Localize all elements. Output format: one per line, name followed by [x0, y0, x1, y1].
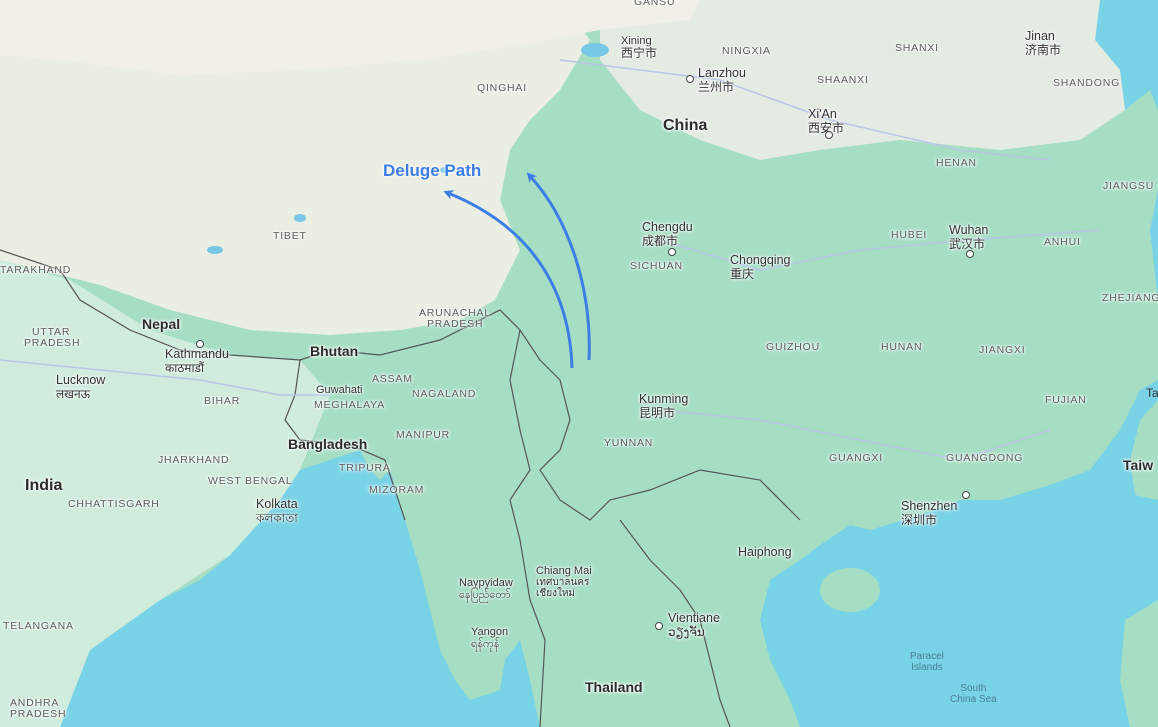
city-marker[interactable] [686, 75, 694, 83]
province-label-manipur: MANIPUR [396, 429, 451, 441]
city-label-jinan: Jinan 济南市 [1025, 29, 1062, 57]
city-label-haiphong: Haiphong [738, 545, 792, 559]
province-label-hubei: HUBEI [891, 229, 928, 241]
plateau-lake [294, 214, 306, 222]
road [659, 409, 1051, 461]
city-label-vientiane: Vientiane ວຽງຈັນ [668, 611, 720, 639]
city-label-kathmandu: Kathmandu काठमाडौं [165, 347, 229, 375]
province-label-tibet: TIBET [273, 230, 307, 242]
city-label-yangon: Yangon ရန်ကုန် [471, 626, 509, 651]
city-label-chiang-mai: Chiang Mai เทศบาลนคร เชียงใหม่ [536, 565, 592, 600]
deluge-arrow-east [526, 172, 591, 361]
province-label-andhra: PRADESH [10, 708, 67, 720]
province-label-guangxi: GUANGXI [829, 452, 884, 464]
city-marker[interactable] [668, 248, 676, 256]
province-label-qinghai: QINGHAI [477, 82, 527, 94]
north-china-region [600, 0, 1125, 160]
city-label-guwahati: Guwahati [316, 384, 363, 396]
province-label-henan: HENAN [936, 157, 977, 169]
province-label-arunachal: ARUNACHAL [419, 307, 491, 319]
province-label-assam: ASSAM [372, 373, 413, 385]
country-label-bangladesh: Bangladesh [288, 436, 368, 452]
water-label-paracel: Paracel Islands [910, 651, 944, 673]
province-label-west-bengal: WEST BENGAL [208, 475, 293, 487]
province-label-chhattisgarh: CHHATTISGARH [68, 498, 160, 510]
province-label-uttar-pradesh: PRADESH [24, 337, 81, 349]
province-label-hunan: HUNAN [881, 341, 923, 353]
city-marker[interactable] [825, 131, 833, 139]
city-label-wuhan: Wuhan 武汉市 [949, 223, 989, 251]
city-marker[interactable] [962, 491, 970, 499]
province-label-shaanxi: SHAANXI [817, 74, 869, 86]
taiwan-island [1130, 400, 1158, 500]
border-line [619, 519, 731, 727]
province-label-andhra: ANDHRA [10, 697, 60, 709]
province-label-uttarakhand: TARAKHAND [0, 264, 72, 276]
province-label-guizhou: GUIZHOU [766, 341, 821, 353]
plateau-lake [440, 167, 450, 173]
province-label-bihar: BIHAR [204, 395, 241, 407]
province-label-anhui: ANHUI [1044, 236, 1081, 248]
province-label-zhejiang: ZHEJIANG [1102, 292, 1158, 304]
province-label-shanxi: SHANXI [895, 42, 939, 54]
city-label-chengdu: Chengdu 成都市 [642, 220, 693, 248]
city-label-kolkata: Kolkata কলকাতা [256, 497, 298, 525]
province-label-fujian: FUJIAN [1045, 394, 1087, 406]
city-label-lanzhou: Lanzhou 兰州市 [698, 66, 746, 94]
road [0, 359, 330, 396]
province-label-jiangxi: JIANGXI [979, 344, 1026, 356]
border-line [509, 329, 546, 727]
province-label-ningxia: NINGXIA [722, 45, 771, 57]
province-label-nagaland: NAGALAND [412, 388, 477, 400]
border-line [284, 359, 406, 521]
city-label-xining: Xining 西宁市 [621, 35, 658, 61]
country-label-bhutan: Bhutan [310, 343, 359, 359]
province-label-guangdong: GUANGDONG [946, 452, 1024, 464]
water-label-taiwan-edge: Ta [1146, 386, 1158, 400]
country-label-thailand: Thailand [585, 679, 643, 695]
city-label-chongqing: Chongqing 重庆 [730, 253, 791, 281]
province-label-gansu: GANSU [634, 0, 676, 8]
water-label-south-china-sea: South China Sea [950, 683, 997, 705]
province-label-jharkhand: JHARKHAND [158, 454, 230, 466]
plateau-region [0, 0, 590, 335]
deluge-arrow-west [443, 190, 574, 369]
country-label-china: China [663, 117, 708, 134]
province-label-jiangsu: JIANGSU [1103, 180, 1155, 192]
province-label-tripura: TRIPURA [339, 462, 391, 474]
road [559, 59, 1051, 161]
province-label-arunachal: PRADESH [427, 318, 484, 330]
india-plains [0, 260, 330, 727]
country-label-taiwan: Taiw [1123, 457, 1154, 473]
country-label-nepal: Nepal [142, 316, 181, 332]
city-marker[interactable] [655, 622, 663, 630]
desert-region [0, 0, 700, 75]
border-line [0, 249, 801, 521]
city-marker[interactable] [196, 340, 204, 348]
province-label-mizoram: MIZORAM [369, 484, 425, 496]
city-label-lucknow: Lucknow लखनऊ [56, 373, 106, 401]
hainan-island [820, 568, 880, 612]
country-label-india: India [25, 477, 63, 494]
province-label-yunnan: YUNNAN [604, 437, 654, 449]
city-marker[interactable] [966, 250, 974, 258]
province-label-shandong: SHANDONG [1053, 77, 1121, 89]
province-label-uttar-pradesh: UTTAR [32, 326, 71, 338]
province-label-telangana: TELANGANA [3, 620, 74, 632]
plateau-lake [207, 246, 223, 254]
deluge-path-label: Deluge Path [383, 161, 482, 180]
city-label-naypyidaw: Naypyidaw နေပြည်တော် [459, 577, 513, 602]
road [659, 229, 1101, 271]
city-label-kunming: Kunming 昆明市 [639, 392, 689, 420]
philippines-edge [1120, 600, 1158, 727]
city-label-xian: Xi'An 西安市 [808, 107, 845, 135]
city-label-shenzhen: Shenzhen 深圳市 [901, 499, 958, 527]
province-label-meghalaya: MEGHALAYA [314, 399, 385, 411]
qinghai-lake [581, 43, 609, 57]
province-label-sichuan: SICHUAN [630, 260, 683, 272]
